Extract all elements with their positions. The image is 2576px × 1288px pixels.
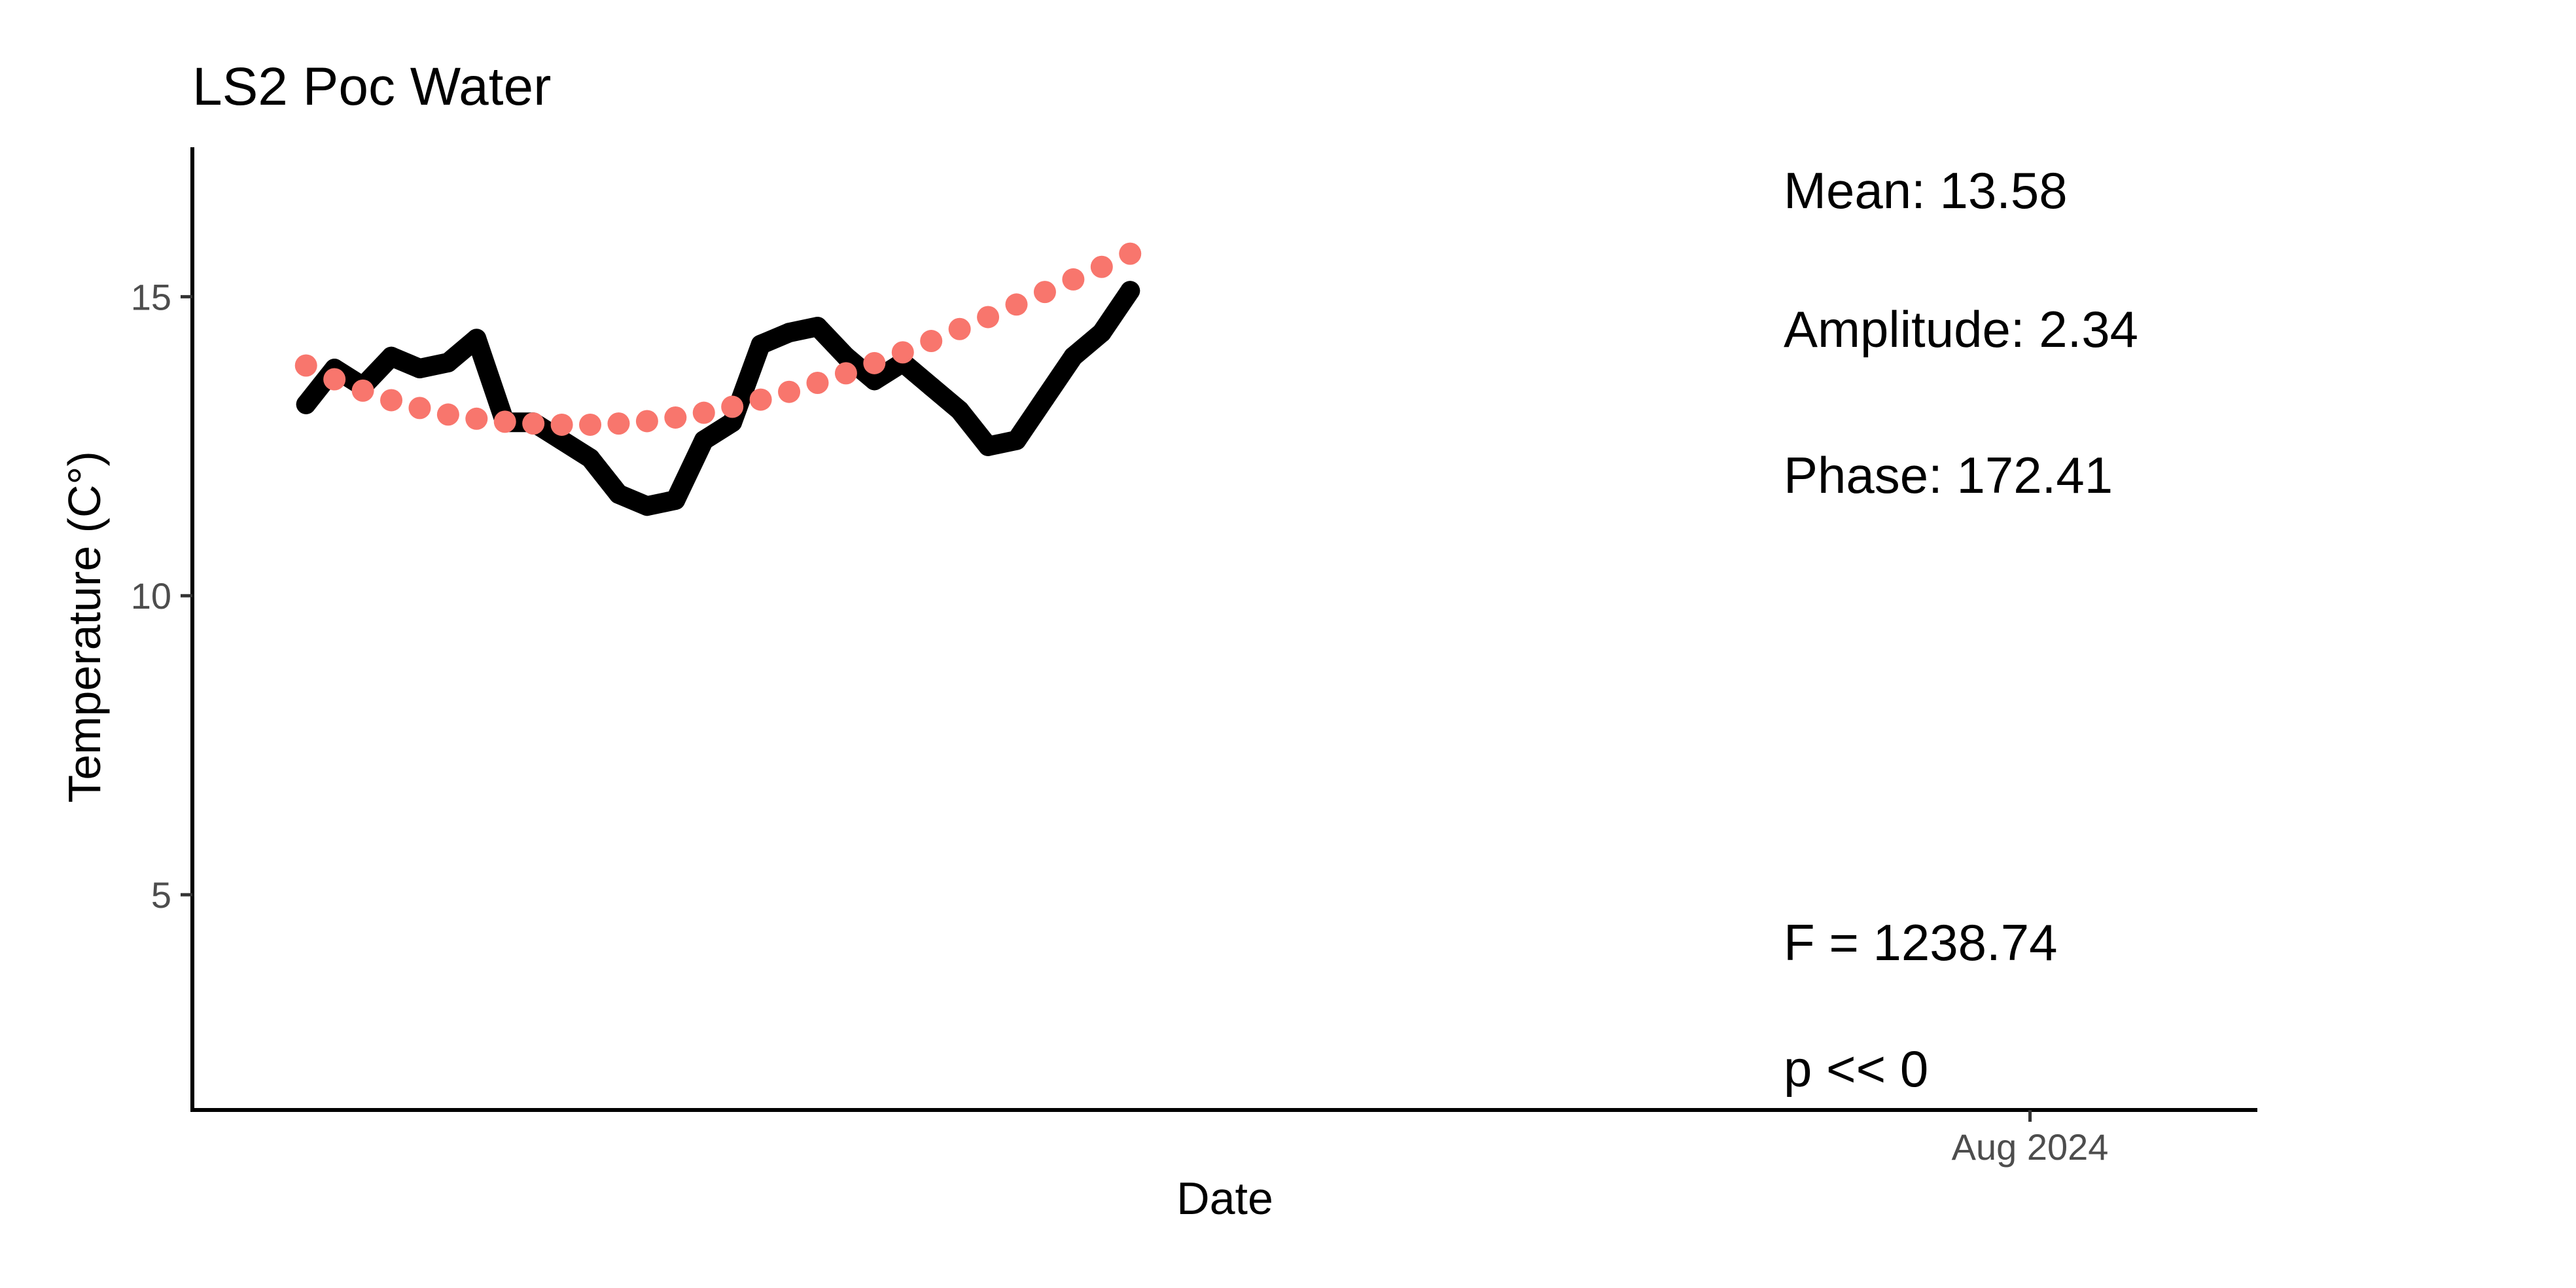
fitted-point <box>664 406 687 429</box>
observed-point <box>410 359 430 379</box>
observed-point <box>921 376 942 397</box>
observed-point <box>665 490 686 510</box>
observed-point <box>609 484 629 504</box>
plot-data <box>294 242 1142 516</box>
observed-point <box>438 352 458 372</box>
fitted-point <box>465 407 488 430</box>
observed-point <box>1034 388 1055 408</box>
observed-point <box>864 370 885 391</box>
fitted-point <box>493 410 516 433</box>
observed-point <box>296 394 316 414</box>
fitted-point <box>1119 242 1142 265</box>
observed-point <box>978 436 998 456</box>
phase-annotation: Phase: 172.41 <box>1784 446 2113 504</box>
observed-point <box>552 430 572 450</box>
observed-point <box>836 346 856 367</box>
fitted-point <box>1062 268 1085 291</box>
fitted-point <box>891 341 914 364</box>
y-tick-label: 15 <box>131 276 171 317</box>
fitted-point <box>920 330 943 353</box>
fitted-point <box>834 362 857 385</box>
y-tick-label: 10 <box>131 575 171 617</box>
fitted-point <box>806 371 829 394</box>
fitted-point <box>948 317 971 340</box>
chart-title: LS2 Poc Water <box>192 57 551 116</box>
fitted-point <box>408 397 431 420</box>
observed-point <box>1006 430 1027 450</box>
observed-point <box>637 496 657 516</box>
fitted-series <box>294 242 1142 436</box>
observed-point <box>807 317 828 337</box>
fitted-point <box>977 306 1000 329</box>
fitted-point <box>351 379 374 402</box>
observed-point <box>949 401 970 421</box>
f-statistic-annotation: F = 1238.74 <box>1784 914 2058 971</box>
x-axis-title: Date <box>1176 1173 1273 1224</box>
y-axis-ticks: 5 10 15 <box>131 276 192 916</box>
mean-annotation: Mean: 13.58 <box>1784 162 2068 219</box>
observed-point <box>1063 346 1084 367</box>
fitted-point <box>721 395 744 418</box>
fitted-point <box>294 354 317 377</box>
amplitude-annotation: Amplitude: 2.34 <box>1784 300 2138 358</box>
fitted-point <box>550 413 573 436</box>
fitted-point <box>579 413 602 436</box>
observed-point <box>694 430 714 450</box>
fitted-point <box>1033 281 1056 304</box>
fitted-point <box>635 410 658 433</box>
fitted-point <box>380 389 403 412</box>
fitted-point <box>323 368 346 391</box>
fitted-point <box>436 403 459 426</box>
observed-point <box>467 329 487 349</box>
x-axis-ticks: Aug 2024 <box>1952 1110 2109 1168</box>
observed-point <box>1120 281 1140 301</box>
observed-point <box>722 412 743 433</box>
observed-point <box>381 346 402 367</box>
fitted-point <box>522 412 545 435</box>
y-axis-title: Temperature (C°) <box>59 451 110 803</box>
fitted-point <box>607 412 630 435</box>
fitted-point <box>1005 293 1028 316</box>
fitted-point <box>863 351 886 374</box>
x-tick-label: Aug 2024 <box>1952 1126 2109 1168</box>
p-value-annotation: p << 0 <box>1784 1040 1928 1098</box>
y-tick-label: 5 <box>151 874 171 916</box>
observed-point <box>580 448 601 469</box>
observed-point <box>1091 323 1112 343</box>
observed-point <box>750 334 771 355</box>
fitted-point <box>749 388 772 411</box>
observed-point <box>779 323 800 343</box>
fitted-point <box>778 380 801 403</box>
fitted-point <box>1090 255 1113 278</box>
fitted-point <box>692 401 715 424</box>
